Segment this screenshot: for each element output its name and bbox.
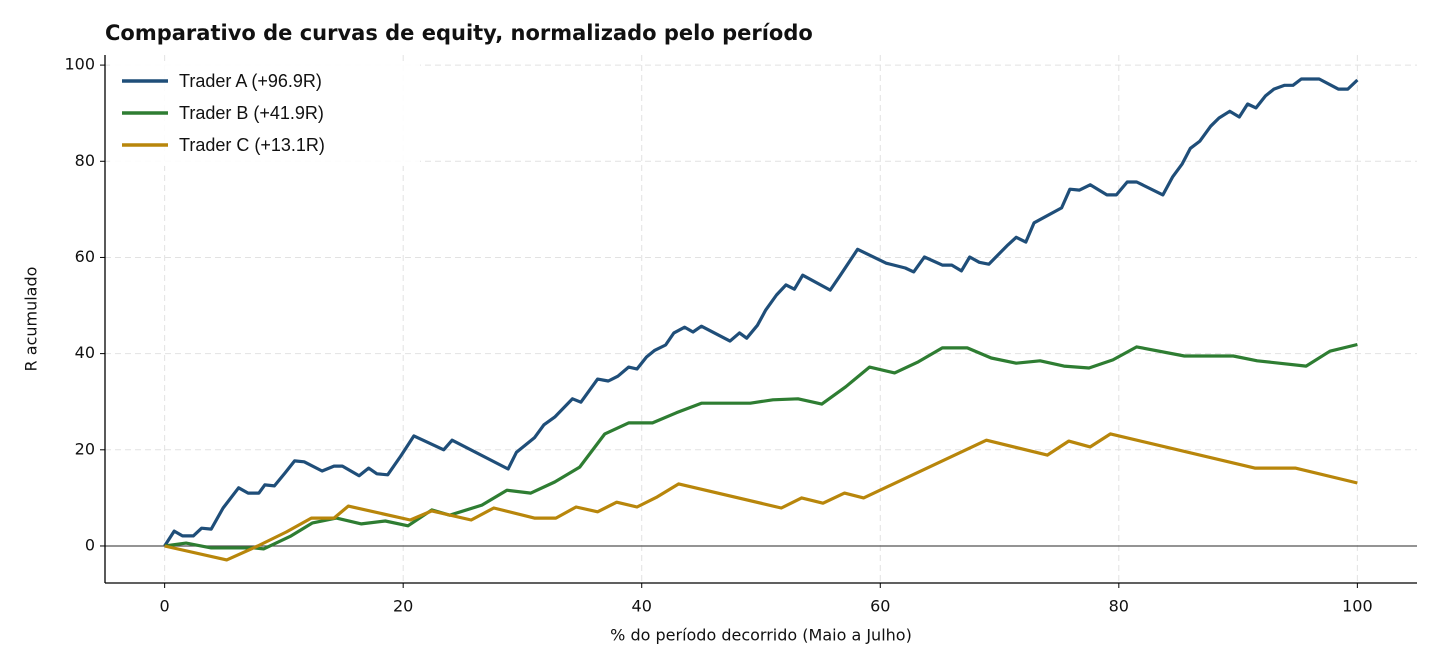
series-line bbox=[164, 432, 1358, 562]
y-tick-label: 0 bbox=[85, 535, 95, 554]
x-tick-label: 0 bbox=[160, 597, 170, 616]
y-tick-label: 60 bbox=[75, 247, 95, 266]
legend: Trader A (+96.9R) Trader B (+41.9R) Trader… bbox=[110, 62, 420, 166]
legend-label: Trader C (+13.1R) bbox=[179, 135, 325, 155]
series-line bbox=[164, 342, 1358, 551]
chart-title: Comparativo de curvas de equity, normali… bbox=[105, 21, 813, 45]
x-axis-label: % do período decorrido (Maio a Julho) bbox=[610, 626, 912, 645]
y-tick-label: 40 bbox=[75, 343, 95, 362]
x-tick-label: 80 bbox=[1109, 597, 1129, 616]
series-line bbox=[163, 77, 1359, 547]
legend-label: Trader A (+96.9R) bbox=[179, 71, 322, 91]
y-axis-label: R acumulado bbox=[22, 267, 41, 372]
x-tick-label: 100 bbox=[1342, 597, 1373, 616]
x-tick-label: 20 bbox=[393, 597, 413, 616]
y-tick-label: 20 bbox=[75, 439, 95, 458]
x-tick-label: 40 bbox=[632, 597, 652, 616]
y-tick-label: 100 bbox=[64, 55, 95, 74]
x-tick-label: 60 bbox=[870, 597, 890, 616]
legend-label: Trader B (+41.9R) bbox=[179, 103, 324, 123]
y-tick-label: 80 bbox=[75, 151, 95, 170]
